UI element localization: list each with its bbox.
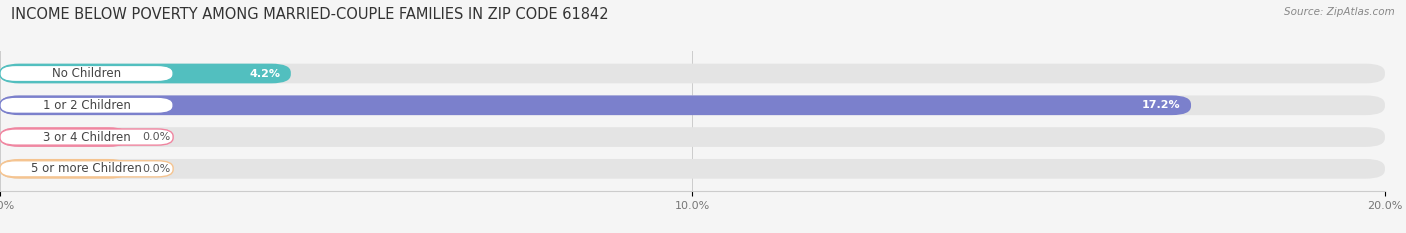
FancyBboxPatch shape — [0, 96, 1191, 115]
FancyBboxPatch shape — [0, 127, 1385, 147]
Text: 17.2%: 17.2% — [1142, 100, 1181, 110]
FancyBboxPatch shape — [0, 161, 173, 177]
Text: 3 or 4 Children: 3 or 4 Children — [42, 130, 131, 144]
Text: No Children: No Children — [52, 67, 121, 80]
FancyBboxPatch shape — [0, 64, 1385, 83]
FancyBboxPatch shape — [0, 159, 128, 179]
Text: 0.0%: 0.0% — [142, 164, 170, 174]
Text: INCOME BELOW POVERTY AMONG MARRIED-COUPLE FAMILIES IN ZIP CODE 61842: INCOME BELOW POVERTY AMONG MARRIED-COUPL… — [11, 7, 609, 22]
FancyBboxPatch shape — [0, 96, 1385, 115]
FancyBboxPatch shape — [0, 97, 173, 113]
Text: 0.0%: 0.0% — [142, 132, 170, 142]
Text: Source: ZipAtlas.com: Source: ZipAtlas.com — [1284, 7, 1395, 17]
Text: 1 or 2 Children: 1 or 2 Children — [42, 99, 131, 112]
Text: 4.2%: 4.2% — [249, 69, 280, 79]
FancyBboxPatch shape — [0, 127, 128, 147]
FancyBboxPatch shape — [0, 159, 1385, 179]
FancyBboxPatch shape — [0, 64, 291, 83]
Text: 5 or more Children: 5 or more Children — [31, 162, 142, 175]
FancyBboxPatch shape — [0, 129, 173, 145]
FancyBboxPatch shape — [0, 65, 173, 82]
